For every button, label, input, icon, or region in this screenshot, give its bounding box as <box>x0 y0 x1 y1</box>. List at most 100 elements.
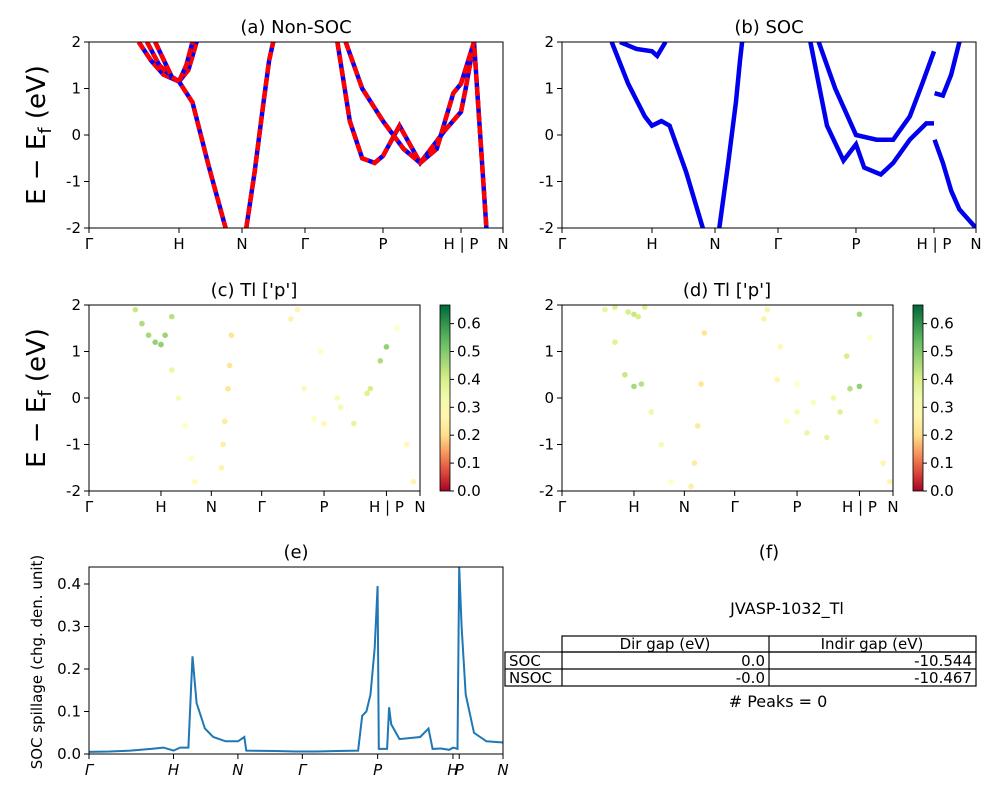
proj-point-c-6 <box>168 313 175 320</box>
table-row-nsoc-indir: -10.467 <box>914 669 972 687</box>
panel-f-title: (f) <box>759 542 779 563</box>
proj-point-c-17 <box>226 362 233 369</box>
xtick-label-b-4: P <box>851 235 860 253</box>
panel-d-title: (d) Tl ['p'] <box>683 280 771 301</box>
proj-point-d-7 <box>668 478 675 485</box>
xtick-label-a-3: Γ <box>301 235 310 253</box>
proj-point-d-15 <box>694 423 701 429</box>
proj-point-d-8 <box>612 305 618 311</box>
proj-point-c-31 <box>364 390 370 397</box>
xtick-label-d-6: N <box>887 498 898 516</box>
proj-point-d-27 <box>764 306 771 313</box>
nonsoc-band-red-4 <box>335 42 477 168</box>
table-row-soc-indir: -10.544 <box>914 652 972 670</box>
xtick-label-d-5: H | P <box>842 498 877 516</box>
proj-point-c-28 <box>294 306 301 313</box>
colorbar-gradient-c <box>439 304 451 492</box>
axes-frame-a <box>88 41 504 229</box>
soc-band-5 <box>932 138 976 228</box>
proj-point-c-24 <box>351 420 357 427</box>
proj-point-d-25 <box>847 385 853 392</box>
proj-point-c-30 <box>337 404 344 411</box>
proj-point-c-26 <box>377 358 384 364</box>
soc-band-4 <box>816 42 937 142</box>
soc-band-0 <box>609 42 705 228</box>
xtick-label-a-6: N <box>497 235 508 253</box>
soc-band-3 <box>808 42 934 178</box>
axes-frame-d <box>561 304 894 492</box>
xtick-label-c-0: Γ <box>85 498 94 516</box>
proj-point-c-25 <box>367 385 374 392</box>
xtick-label-b-0: Γ <box>558 235 567 253</box>
proj-point-d-20 <box>784 418 790 425</box>
xtick-label-b-3: Γ <box>774 235 783 253</box>
proj-point-d-10 <box>631 311 637 318</box>
ytick-label-e-3: 0.3 <box>57 618 81 636</box>
proj-point-c-12 <box>192 478 198 485</box>
ytick-label-b-0: -2 <box>539 219 554 237</box>
ytick-label-b-3: 1 <box>544 80 554 98</box>
proj-point-d-13 <box>688 483 694 490</box>
peaks-count: # Peaks = 0 <box>729 692 828 711</box>
colorbar-tick-label-c-3: 0.3 <box>457 398 481 416</box>
xtick-label-e-4: P <box>373 761 383 779</box>
proj-point-d-28 <box>777 344 784 350</box>
spillage-line <box>89 567 503 753</box>
ytick-label-e-4: 0.4 <box>57 575 81 593</box>
ytick-label-a-0: -2 <box>66 219 81 237</box>
colorbar-tick-label-c-4: 0.4 <box>457 370 481 388</box>
proj-point-d-6 <box>658 441 665 448</box>
colorbar-tick-label-d-5: 0.5 <box>930 343 954 361</box>
panel-e-soc-spillage: Γ H N Γ P HP N0.00.10.20.30.4 <box>57 566 509 779</box>
xtick-label-d-1: H <box>628 498 639 516</box>
proj-point-d-35 <box>873 418 880 425</box>
table-row-nsoc-dir: -0.0 <box>736 669 765 687</box>
proj-point-c-7 <box>158 341 164 348</box>
proj-point-c-11 <box>188 455 195 462</box>
proj-point-d-12 <box>641 305 648 311</box>
panel-b-soc-bands: Γ H N Γ P H | P N -2 -1 0 1 2 <box>539 33 982 253</box>
proj-point-c-20 <box>301 385 307 392</box>
proj-point-d-9 <box>625 309 631 315</box>
proj-point-c-14 <box>220 441 226 448</box>
proj-point-c-8 <box>168 367 175 373</box>
proj-point-d-24 <box>837 409 843 415</box>
colorbar-tick-label-c-1: 0.1 <box>457 454 481 472</box>
colorbar-tick-label-d-2: 0.2 <box>930 426 954 444</box>
colorbar-tick-label-d-6: 0.6 <box>930 315 954 333</box>
proj-point-c-9 <box>175 395 182 401</box>
ytick-label-a-4: 2 <box>71 33 81 51</box>
proj-point-c-10 <box>182 423 188 429</box>
proj-point-c-0 <box>132 306 139 313</box>
ytick-label-e-2: 0.2 <box>57 660 81 678</box>
proj-point-d-34 <box>867 334 873 341</box>
colorbar-tick-label-d-1: 0.1 <box>930 454 954 472</box>
ytick-label-b-2: 0 <box>544 126 554 144</box>
proj-point-c-29 <box>317 348 324 355</box>
xtick-label-e-1: H <box>168 761 179 779</box>
colorbar-tick-label-c-6: 0.6 <box>457 315 481 333</box>
xtick-label-b-2: N <box>709 235 720 253</box>
figure-id: JVASP-1032_Tl <box>729 599 844 619</box>
proj-point-d-1 <box>612 339 618 346</box>
ytick-label-d-0: -2 <box>539 482 554 500</box>
proj-point-d-29 <box>794 381 800 387</box>
xtick-label-e-7: N <box>497 761 508 779</box>
proj-point-c-22 <box>321 420 327 427</box>
ytick-label-b-1: -1 <box>539 173 554 191</box>
proj-point-c-27 <box>383 344 390 350</box>
xtick-label-d-0: Γ <box>558 498 567 516</box>
xtick-label-a-1: H <box>173 235 184 253</box>
colorbar-tick-label-c-0: 0.0 <box>457 482 481 500</box>
ytick-label-a-2: 0 <box>71 126 81 144</box>
proj-point-d-19 <box>774 376 780 383</box>
xtick-label-c-1: H <box>155 498 166 516</box>
proj-point-c-21 <box>311 416 317 422</box>
proj-point-c-23 <box>334 395 341 401</box>
xtick-label-c-3: Γ <box>258 498 267 516</box>
proj-point-d-31 <box>830 395 837 401</box>
xtick-label-a-4: P <box>378 235 387 253</box>
nonsoc-band-red-2 <box>153 42 228 228</box>
colorbar-gradient-d <box>912 304 924 492</box>
proj-point-d-26 <box>856 383 863 390</box>
